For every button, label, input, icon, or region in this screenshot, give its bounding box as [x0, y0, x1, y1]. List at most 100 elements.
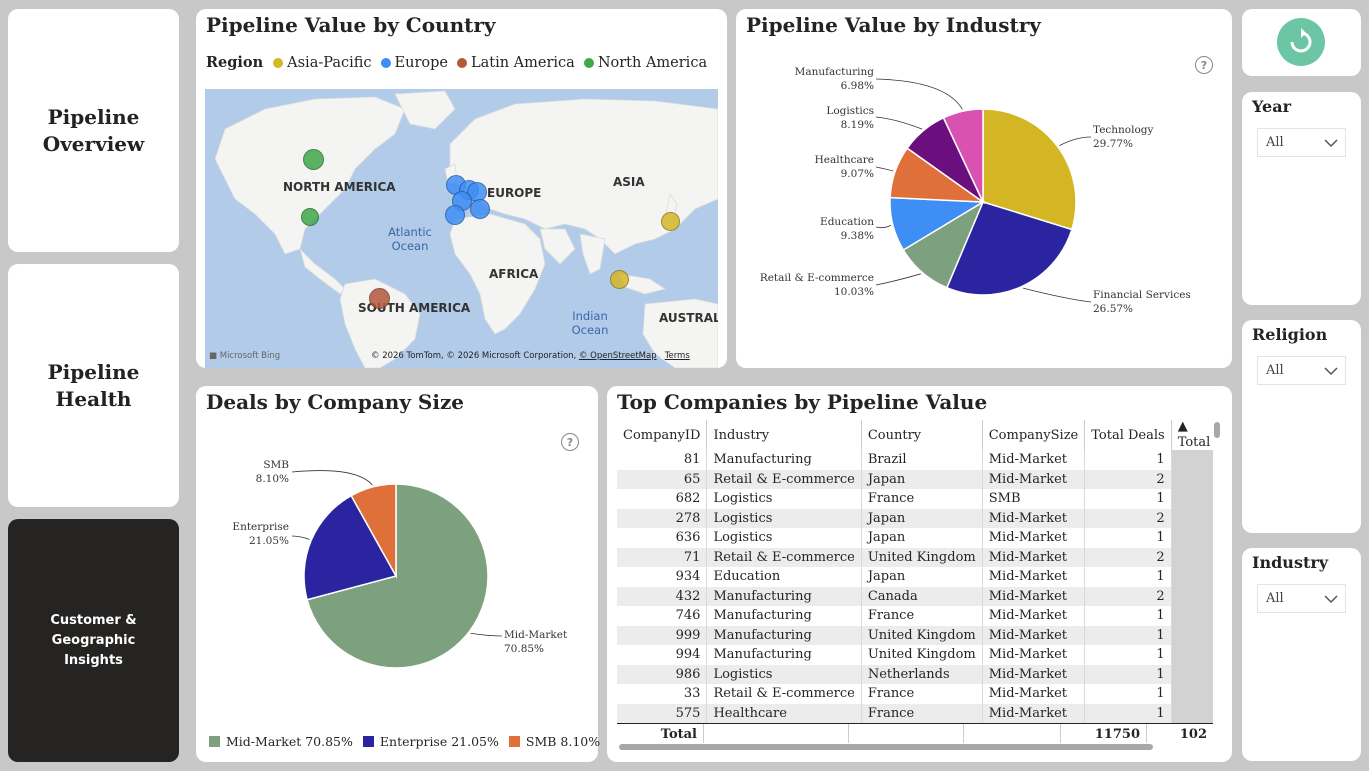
cell-industry: Logistics [706, 489, 862, 509]
bubble-japan[interactable] [661, 212, 680, 231]
pie-slice-enterprise[interactable] [303, 494, 398, 601]
col-header-companysize[interactable]: CompanySize [982, 420, 1086, 450]
cell-companyid: 575 [617, 703, 708, 723]
bubble-canada[interactable] [303, 149, 324, 170]
religion-dropdown[interactable]: All [1257, 356, 1346, 385]
help-icon[interactable]: ? [561, 433, 579, 451]
table-row[interactable]: 81 Manufacturing Brazil Mid-Market 1 [617, 450, 1213, 470]
table-title: Top Companies by Pipeline Value [617, 390, 988, 414]
pie-slice-manufacturing[interactable] [942, 108, 984, 203]
label-europe: EUROPE [487, 186, 542, 200]
cell-total-deals: 2 [1084, 469, 1172, 489]
total-deals-value: 11750 [1061, 724, 1147, 743]
land-shapes [214, 90, 718, 368]
size-card: Deals by Company Size ? SMB 8.10% Enterpr… [196, 386, 600, 762]
bubble-united-states[interactable] [301, 208, 319, 226]
bubble-italy[interactable] [470, 199, 490, 219]
cell-industry: Manufacturing [706, 645, 862, 665]
cell-industry: Education [706, 567, 862, 587]
companies-table: CompanyID Industry Country CompanySize T… [617, 420, 1213, 723]
pie-label-manufacturing: Manufacturing 6.98% [794, 66, 874, 92]
pie-label-retail: Retail & E-commerce 10.03% [759, 272, 874, 298]
pie-slice-technology[interactable] [982, 108, 1077, 231]
table-row[interactable]: 71 Retail & E-commerce United Kingdom Mid-M… [617, 547, 1213, 567]
legend-item-enterprise[interactable]: Enterprise 21.05% [362, 734, 499, 749]
osm-link[interactable]: © OpenStreetMap [578, 351, 657, 361]
cell-companyid: 934 [617, 567, 708, 587]
nav-label-line: Pipeline Health [47, 359, 140, 411]
cell-companysize: Mid-Market [982, 606, 1086, 626]
cell-companysize: Mid-Market [982, 703, 1086, 723]
help-icon[interactable]: ? [1195, 56, 1213, 74]
year-dropdown[interactable]: All [1257, 128, 1346, 157]
terms-link[interactable]: Terms [664, 351, 690, 361]
cell-country: Japan [861, 469, 983, 489]
table-row[interactable]: 934 Education Japan Mid-Market 1 [617, 567, 1213, 587]
refresh-card [1242, 9, 1361, 76]
cell-total-pipeline [1170, 703, 1213, 723]
map-legend: Region Asia-Pacific Europe Latin America… [206, 54, 714, 71]
legend-item-asia-pacific[interactable]: Asia-Pacific [271, 55, 372, 71]
refresh-button[interactable] [1277, 18, 1325, 66]
table-row[interactable]: 682 Logistics France SMB 1 [617, 489, 1213, 509]
pie-slice-financial-services[interactable] [945, 201, 1073, 296]
cell-industry: Manufacturing [706, 586, 862, 606]
cell-country: France [861, 703, 983, 723]
cell-industry: Manufacturing [706, 450, 862, 470]
bubble-singapore[interactable] [610, 270, 629, 289]
slicer-year-title: Year [1252, 97, 1292, 116]
col-header-companyid[interactable]: CompanyID [617, 420, 708, 450]
slicer-religion-title: Religion [1252, 325, 1328, 344]
vertical-scrollbar[interactable] [1214, 422, 1220, 438]
cell-total-pipeline [1170, 469, 1213, 489]
bubble-spain[interactable] [445, 205, 465, 225]
nav-pipeline-overview[interactable]: Pipeline Overview [8, 9, 179, 252]
pie-label-smb: SMB 8.10% [255, 459, 289, 485]
table-row[interactable]: 278 Logistics Japan Mid-Market 2 [617, 508, 1213, 528]
world-map[interactable]: NORTH AMERICA EUROPE ASIA AFRICA SOUTH A… [205, 89, 718, 368]
cell-companysize: Mid-Market [982, 469, 1086, 489]
religion-dropdown-value: All [1266, 363, 1284, 378]
cell-companysize: Mid-Market [982, 625, 1086, 645]
col-header-country[interactable]: Country [861, 420, 983, 450]
cell-country: Japan [861, 567, 983, 587]
col-header-industry[interactable]: Industry [706, 420, 862, 450]
col-header-total-pipeline[interactable]: ▲Total Pipel [1177, 420, 1213, 450]
companies-table-container[interactable]: CompanyID Industry Country CompanySize T… [617, 420, 1213, 760]
cell-country: United Kingdom [861, 547, 983, 567]
bubble-brazil[interactable] [369, 288, 390, 309]
horizontal-scrollbar[interactable] [619, 744, 1153, 750]
cell-companysize: Mid-Market [982, 567, 1086, 587]
cell-country: United Kingdom [861, 645, 983, 665]
table-row[interactable]: 432 Manufacturing Canada Mid-Market 2 [617, 586, 1213, 606]
industry-dropdown[interactable]: All [1257, 584, 1346, 613]
pie-label-financial-services: Financial Services 26.57% [1093, 289, 1191, 315]
table-row[interactable]: 65 Retail & E-commerce Japan Mid-Market 2 [617, 469, 1213, 489]
cell-total-deals: 1 [1084, 645, 1172, 665]
bing-logo: ■ Microsoft Bing [209, 351, 281, 361]
nav-label-line: Pipeline [47, 104, 140, 129]
nav-pipeline-health[interactable]: Pipeline Health [8, 264, 179, 507]
chevron-down-icon [1324, 595, 1338, 604]
table-row[interactable]: 636 Logistics Japan Mid-Market 1 [617, 528, 1213, 548]
table-row[interactable]: 33 Retail & E-commerce France Mid-Market 1 [617, 684, 1213, 704]
table-row[interactable]: 999 Manufacturing United Kingdom Mid-Market… [617, 625, 1213, 645]
col-header-total-deals[interactable]: Total Deals [1084, 420, 1172, 450]
legend-item-latin-america[interactable]: Latin America [455, 55, 575, 71]
table-row[interactable]: 994 Manufacturing United Kingdom Mid-Market… [617, 645, 1213, 665]
pie-slice-smb[interactable] [350, 483, 397, 579]
cell-total-deals: 1 [1084, 664, 1172, 684]
pie-slice-mid-market[interactable] [306, 483, 489, 669]
table-row[interactable]: 575 Healthcare France Mid-Market 1 [617, 703, 1213, 723]
leader-line [875, 116, 923, 130]
legend-item-europe[interactable]: Europe [379, 55, 448, 71]
nav-customer-geographic-insights[interactable]: Customer & Geographic Insights [8, 519, 179, 762]
cell-total-deals: 1 [1084, 625, 1172, 645]
label-asia: ASIA [613, 175, 645, 189]
legend-item-smb[interactable]: SMB 8.10% [508, 734, 600, 749]
table-row[interactable]: 746 Manufacturing France Mid-Market 1 [617, 606, 1213, 626]
legend-item-north-america[interactable]: North America [582, 55, 707, 71]
cell-total-deals: 1 [1084, 450, 1172, 470]
table-row[interactable]: 986 Logistics Netherlands Mid-Market 1 [617, 664, 1213, 684]
legend-item-mid-market[interactable]: Mid-Market 70.85% [209, 734, 353, 749]
